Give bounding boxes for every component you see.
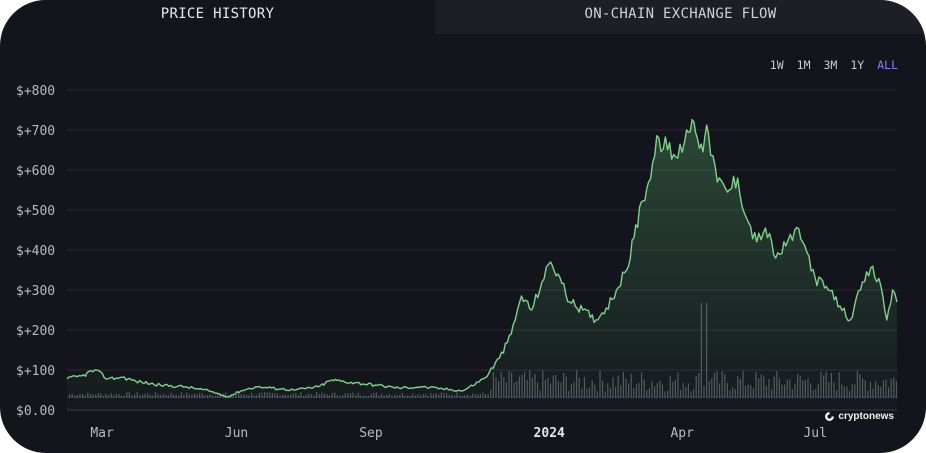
range-selector: 1W 1M 3M 1Y ALL xyxy=(770,58,898,72)
price-area xyxy=(67,119,897,410)
x-tick-label: Apr xyxy=(670,426,694,441)
range-all-button[interactable]: ALL xyxy=(877,58,898,72)
x-tick-label: Sep xyxy=(359,426,383,441)
range-3m-button[interactable]: 3M xyxy=(823,58,838,72)
range-1w-button[interactable]: 1W xyxy=(769,58,784,72)
x-tick-label: 2024 xyxy=(534,426,565,441)
y-tick-label: $+400 xyxy=(16,244,55,259)
x-tick-label: Jun xyxy=(225,426,248,441)
y-tick-label: $+600 xyxy=(16,164,55,179)
x-tick-label: Mar xyxy=(90,426,114,441)
watermark-text: cryptonews xyxy=(838,411,894,422)
range-1m-button[interactable]: 1M xyxy=(796,58,811,72)
y-tick-label: $+300 xyxy=(16,284,55,299)
tab-exchange-flow[interactable]: ON-CHAIN EXCHANGE FLOW xyxy=(435,0,926,34)
y-tick-label: $+800 xyxy=(16,84,55,99)
x-tick-label: Jul xyxy=(803,426,826,441)
price-line xyxy=(66,118,898,398)
y-tick-label: $+500 xyxy=(16,204,55,219)
y-tick-label: $+200 xyxy=(16,324,55,339)
volume-bar xyxy=(225,392,227,398)
range-1y-button[interactable]: 1Y xyxy=(850,58,865,72)
cryptonews-logo: cryptonews xyxy=(824,411,894,422)
y-tick-label: $0.00 xyxy=(16,404,55,419)
y-tick-label: $+100 xyxy=(16,364,55,379)
tab-bar: PRICE HISTORY ON-CHAIN EXCHANGE FLOW xyxy=(0,0,926,34)
cryptonews-mark-icon xyxy=(825,412,835,421)
tab-price-history[interactable]: PRICE HISTORY xyxy=(0,0,435,34)
y-tick-label: $+700 xyxy=(16,124,55,139)
